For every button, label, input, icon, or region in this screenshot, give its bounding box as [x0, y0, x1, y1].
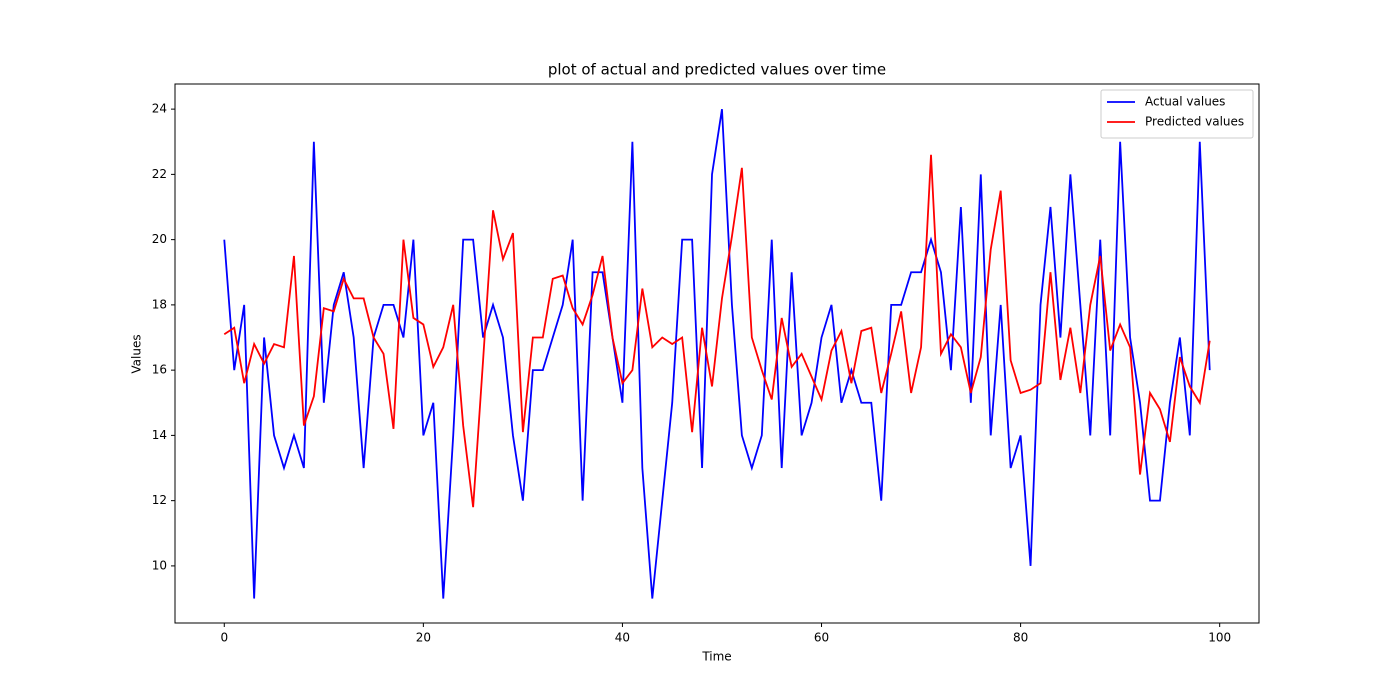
legend: Actual values Predicted values [1100, 89, 1254, 139]
x-tick-label: 80 [1013, 631, 1028, 645]
x-tick-label: 40 [615, 631, 630, 645]
legend-label: Predicted values [1145, 115, 1244, 129]
y-tick-label: 20 [152, 232, 167, 246]
y-tick-label: 22 [152, 167, 167, 181]
legend-label: Actual values [1145, 95, 1225, 109]
chart-title: plot of actual and predicted values over… [548, 61, 886, 79]
y-tick-label: 10 [152, 558, 167, 572]
x-tick-label: 100 [1208, 631, 1231, 645]
y-tick-label: 24 [152, 102, 167, 116]
legend-box [1100, 89, 1254, 139]
x-tick-label: 60 [814, 631, 829, 645]
y-axis-label: Values [130, 334, 144, 373]
y-tick-label: 14 [152, 428, 167, 442]
data-line [223, 154, 1211, 508]
y-tick-label: 12 [152, 493, 167, 507]
data-line [223, 108, 1211, 599]
y-tick-label: 18 [152, 297, 167, 311]
y-tick-label: 16 [152, 363, 167, 377]
x-tick-label: 20 [416, 631, 431, 645]
x-tick-label: 0 [220, 631, 228, 645]
plot-frame [174, 83, 1260, 624]
x-axis-label: Time [701, 650, 731, 664]
